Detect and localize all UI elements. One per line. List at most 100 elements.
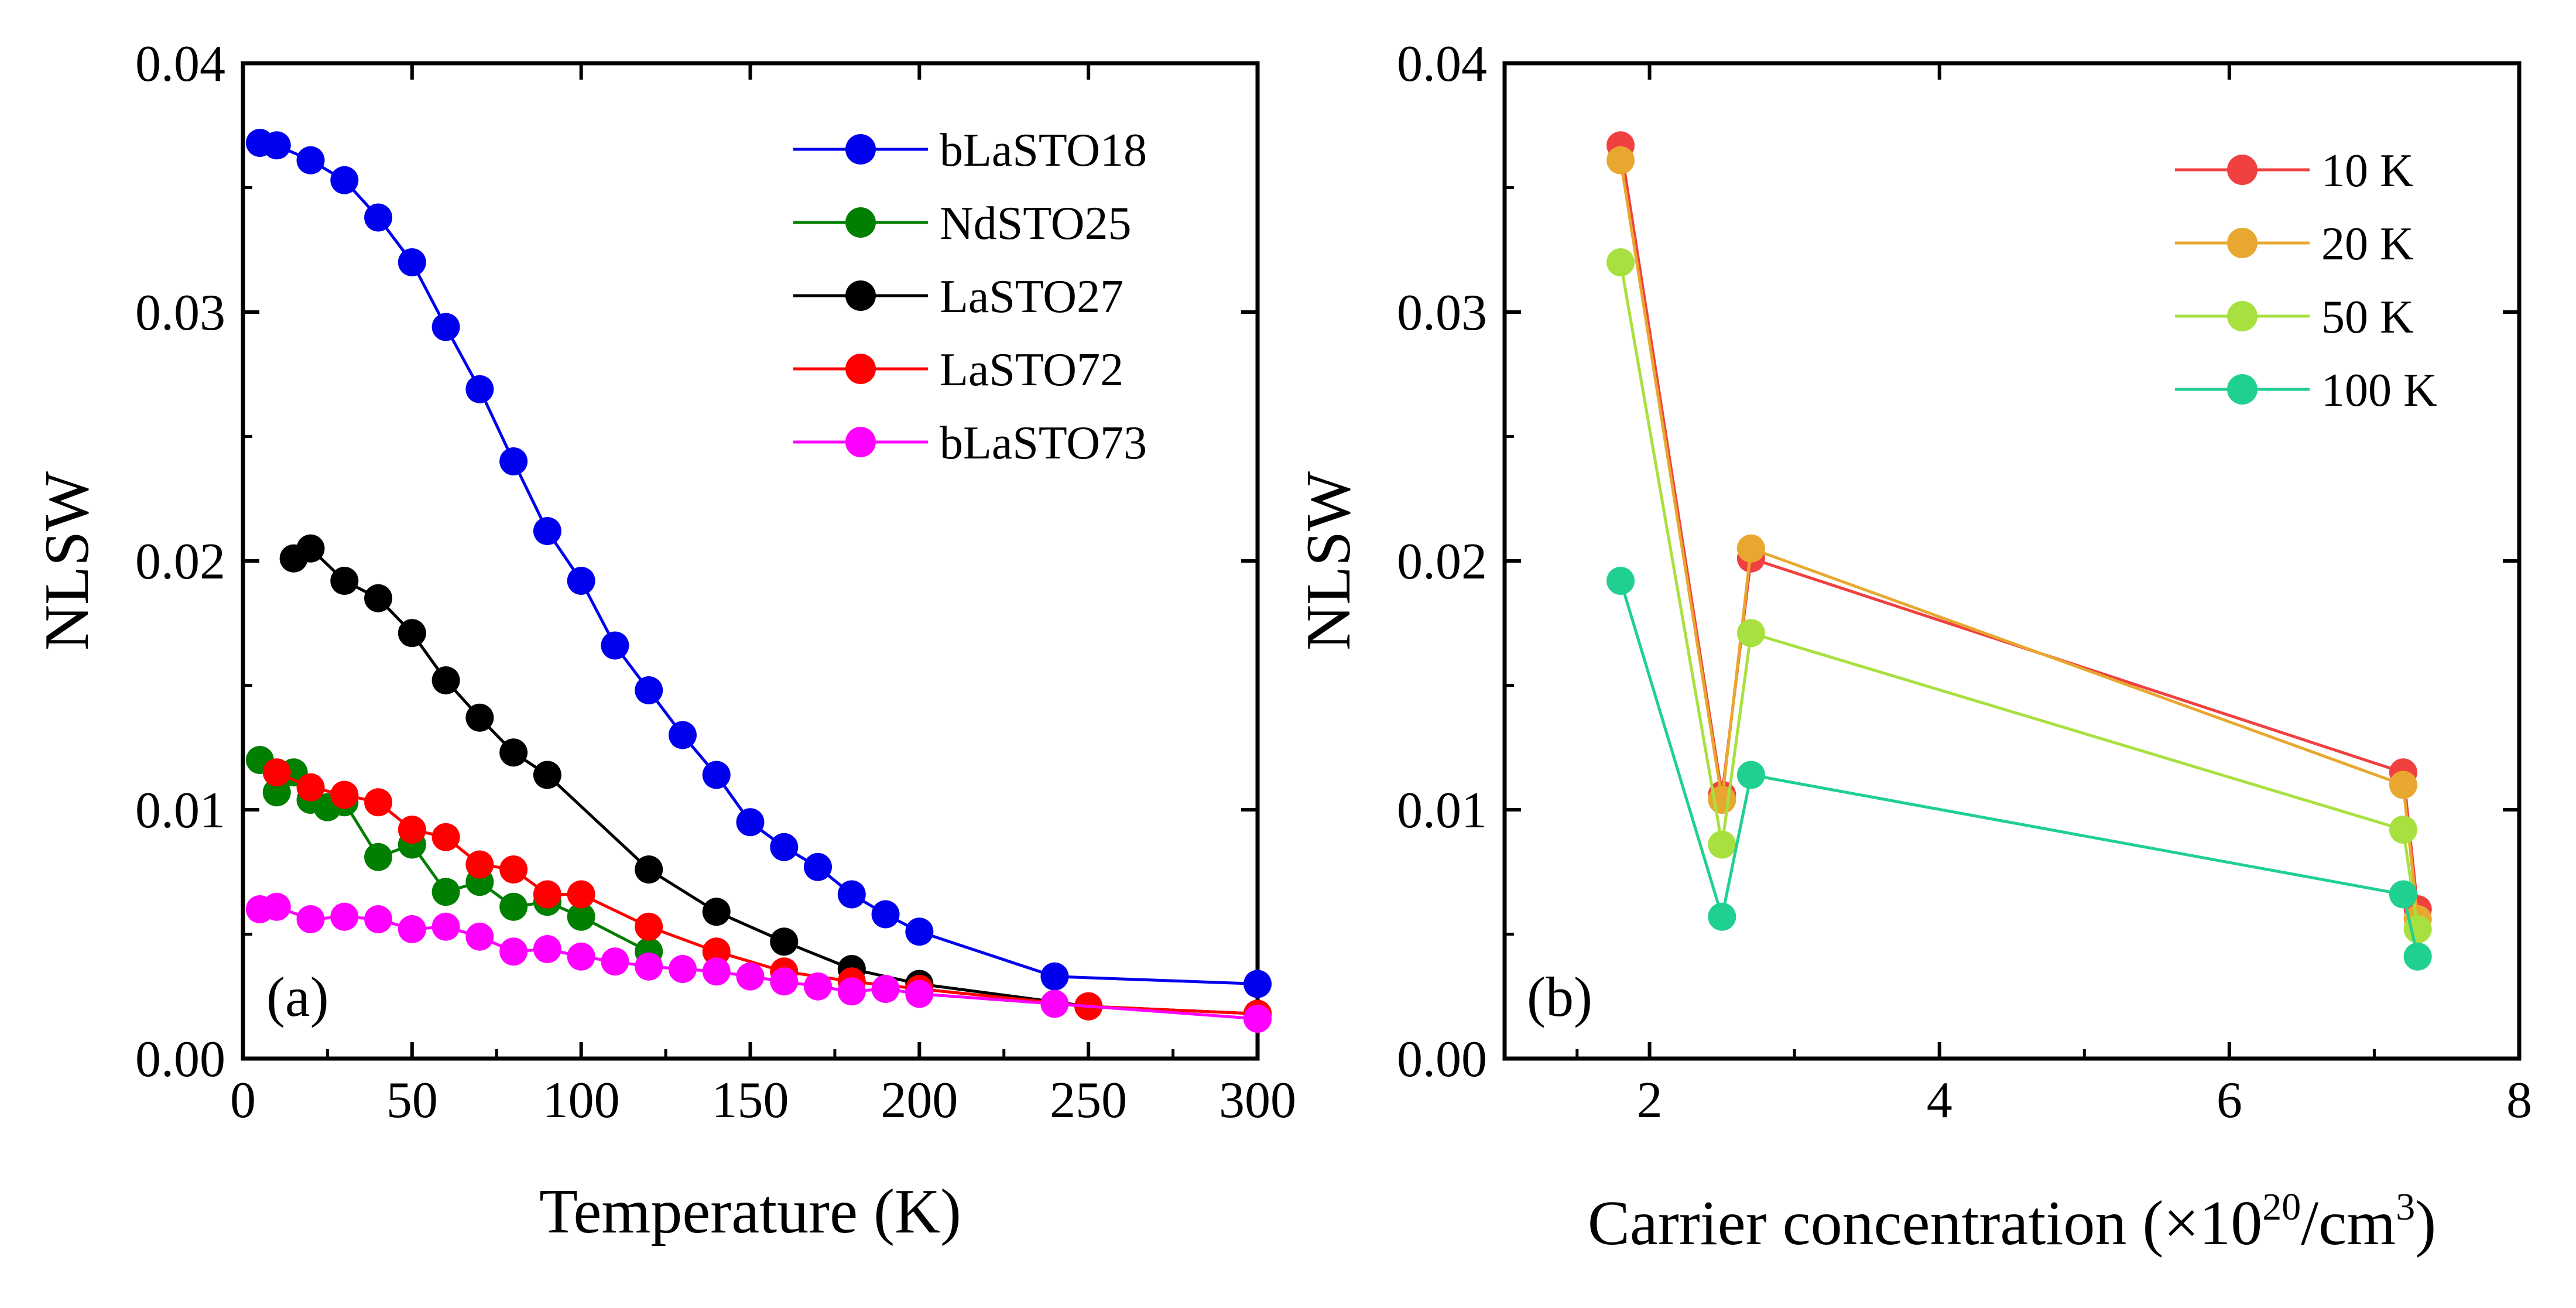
y-tick-label: 0.00	[135, 1031, 225, 1088]
data-point	[567, 880, 595, 909]
data-point	[1736, 534, 1765, 563]
data-point	[770, 967, 799, 996]
x-axis-title: Temperature (K)	[539, 1177, 961, 1247]
x-tick-label: 150	[712, 1072, 789, 1129]
legend-marker	[2227, 155, 2258, 185]
x-tick-label: 250	[1050, 1072, 1127, 1129]
data-point	[330, 166, 359, 194]
data-point	[567, 942, 595, 971]
data-point	[398, 915, 426, 943]
data-point	[296, 534, 325, 563]
x-axis-title-part: /cm	[2301, 1189, 2396, 1258]
legend-marker	[2227, 301, 2258, 331]
data-point	[431, 666, 460, 694]
data-point	[296, 905, 325, 933]
x-tick-label: 50	[386, 1072, 438, 1129]
data-point	[2403, 942, 2432, 971]
data-point	[499, 855, 528, 884]
panel-b: 0.00 0.01 0.02 0.03 0.04 2 4 6 8 NLSW Carrier conc…	[1294, 36, 2532, 1258]
y-tick-label: 0.02	[1397, 533, 1487, 590]
data-point	[567, 902, 595, 931]
data-point	[262, 758, 291, 787]
data-point	[398, 248, 426, 276]
x-axis-title-superscript: 20	[2262, 1186, 2301, 1228]
data-point	[2389, 771, 2417, 799]
data-point	[770, 927, 799, 956]
data-point	[296, 146, 325, 174]
data-point	[330, 780, 359, 809]
data-point	[533, 761, 561, 789]
legend-label: LaSTO72	[940, 344, 1123, 396]
data-point	[736, 962, 765, 991]
data-point	[533, 517, 561, 545]
data-point	[533, 935, 561, 963]
x-tick-label: 100	[543, 1072, 620, 1129]
y-axis-title: NLSW	[32, 471, 102, 650]
legend-label: 100 K	[2321, 365, 2437, 416]
data-point	[702, 898, 731, 926]
x-axis-title-part: )	[2415, 1189, 2436, 1258]
data-point	[2389, 880, 2417, 909]
y-tick-label: 0.03	[135, 285, 225, 341]
x-tick-label: 6	[2217, 1072, 2242, 1129]
data-point	[871, 900, 900, 929]
y-tick-label: 0.02	[135, 533, 225, 590]
data-point	[431, 878, 460, 906]
legend-label: NdSTO25	[940, 198, 1131, 249]
legend-label: 10 K	[2321, 145, 2414, 197]
data-point	[635, 912, 663, 941]
data-point	[601, 631, 629, 660]
data-point	[702, 957, 731, 986]
legend-label: bLaSTO73	[940, 417, 1147, 469]
data-point	[465, 703, 494, 732]
x-tick-label: 0	[230, 1072, 256, 1129]
data-point	[804, 852, 833, 881]
legend-marker	[845, 354, 876, 384]
legend-marker	[2227, 228, 2258, 258]
data-point	[499, 738, 528, 767]
data-point	[499, 892, 528, 921]
data-point	[804, 972, 833, 1001]
data-point	[364, 905, 393, 933]
series-line	[1619, 145, 2420, 910]
y-axis-title: NLSW	[1294, 471, 1364, 650]
panel-label: (a)	[266, 965, 329, 1028]
data-point	[296, 773, 325, 802]
data-point	[431, 313, 460, 341]
data-point	[262, 131, 291, 160]
data-point	[635, 855, 663, 884]
x-tick-label: 2	[1637, 1072, 1663, 1129]
legend-label: bLaSTO18	[940, 125, 1147, 176]
data-point	[364, 843, 393, 871]
data-point	[499, 937, 528, 966]
plot-frame	[1502, 61, 2522, 1061]
data-point	[1606, 248, 1635, 276]
y-tick-label: 0.04	[1397, 36, 1487, 93]
x-tick-label: 200	[881, 1072, 958, 1129]
legend-marker	[845, 280, 876, 311]
x-axis-title: Carrier concentration (×1020/cm3)	[1588, 1186, 2436, 1258]
data-point	[465, 850, 494, 879]
data-point	[398, 619, 426, 648]
data-point	[905, 980, 934, 1008]
panel-a: 0.00 0.01 0.02 0.03 0.04 0 50 100 150 200 250 300 NL…	[32, 36, 1296, 1247]
data-point	[431, 912, 460, 941]
data-point	[668, 955, 697, 983]
x-tick-label: 4	[1927, 1072, 1952, 1129]
data-point	[770, 833, 799, 861]
legend-marker	[845, 134, 876, 165]
data-point	[364, 788, 393, 817]
y-tick-label: 0.01	[1397, 782, 1487, 839]
data-point	[364, 584, 393, 612]
x-axis-title-superscript: 3	[2396, 1186, 2415, 1228]
data-point	[330, 567, 359, 595]
data-point	[364, 203, 393, 232]
data-point	[668, 721, 697, 749]
data-point	[1606, 567, 1635, 595]
legend-label: 50 K	[2321, 292, 2414, 343]
data-point	[431, 823, 460, 851]
panel-label: (b)	[1527, 965, 1592, 1028]
data-point	[1606, 146, 1635, 174]
data-point	[1244, 970, 1272, 998]
